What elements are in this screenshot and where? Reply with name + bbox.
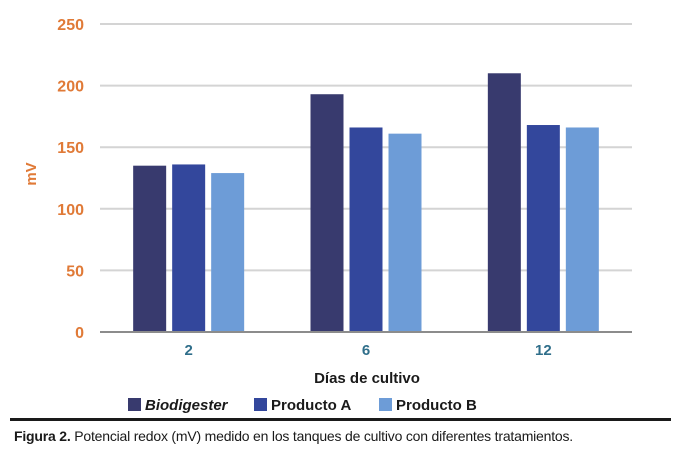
bars (133, 73, 599, 332)
bar-producto-a-12 (526, 125, 560, 332)
bar-biodigester-2 (133, 165, 167, 332)
legend-swatch (379, 398, 392, 411)
y-axis-title: mV (23, 162, 40, 185)
bar-producto-b-2 (211, 173, 245, 332)
legend-label: Producto B (396, 397, 477, 414)
y-tick-label: 50 (66, 263, 84, 280)
x-axis-title: Días de cultivo (314, 370, 420, 387)
caption-divider (10, 418, 671, 421)
bar-producto-a-6 (349, 127, 383, 332)
bar-biodigester-12 (487, 73, 521, 332)
y-tick-label: 100 (57, 202, 84, 219)
axes: 0 50 100 150 200 250 2 6 12 (57, 17, 632, 359)
legend-swatch (254, 398, 267, 411)
y-tick-label: 250 (57, 17, 84, 34)
bar-chart: 0 50 100 150 200 250 2 6 12 mV Días de cultivo B… (23, 17, 632, 414)
bar-producto-a-2 (172, 164, 206, 332)
bar-biodigester-6 (310, 94, 344, 332)
x-tick-label: 2 (184, 342, 192, 359)
y-tick-label: 200 (57, 79, 84, 96)
y-tick-label: 150 (57, 140, 84, 157)
y-tick-label: 0 (75, 325, 84, 342)
caption-label: Figura 2. (14, 428, 71, 444)
legend: Biodigester Producto A Producto B (128, 397, 477, 414)
caption-text: Potencial redox (mV) medido en los tanqu… (70, 428, 573, 444)
legend-swatch (128, 398, 141, 411)
x-tick-label: 6 (362, 342, 370, 359)
legend-label: Producto A (271, 397, 351, 414)
x-tick-label: 12 (535, 342, 552, 359)
legend-label: Biodigester (145, 397, 229, 414)
bar-producto-b-6 (388, 133, 422, 332)
figure-caption: Figura 2. Potencial redox (mV) medido en… (14, 428, 573, 444)
bar-producto-b-12 (565, 127, 599, 332)
